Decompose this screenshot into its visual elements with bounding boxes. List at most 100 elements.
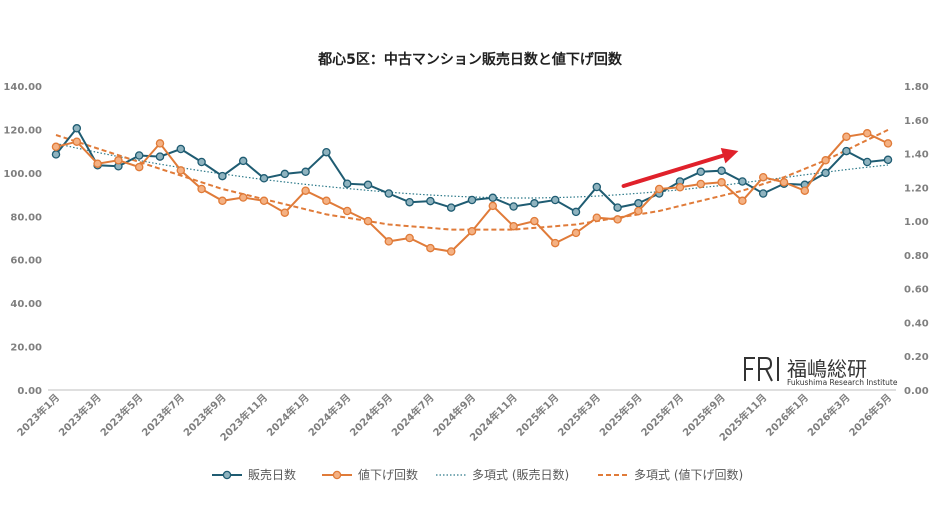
y-left-tick-label: 140.00 xyxy=(3,82,42,93)
data-point-reductions xyxy=(634,206,643,216)
data-point-days xyxy=(405,197,414,207)
data-point-days xyxy=(758,189,768,198)
legend-item: 販売日数 xyxy=(212,467,296,482)
fri-logo-mark xyxy=(744,357,779,382)
y-right-tick-label: 1.20 xyxy=(904,183,929,194)
data-point-days xyxy=(842,146,851,156)
x-tick-label: 2026年1月 xyxy=(763,391,811,439)
y-right-tick-label: 1.80 xyxy=(904,82,929,93)
data-point-days xyxy=(821,168,830,178)
data-point-reductions xyxy=(883,139,893,148)
fri-logo: 福嶋総研 Fukushima Research Institute xyxy=(744,357,898,387)
x-tick-label: 2023年7月 xyxy=(139,391,187,439)
data-point-days xyxy=(426,196,435,206)
legend-label: 販売日数 xyxy=(248,467,296,482)
data-point-days xyxy=(280,169,290,179)
data-point-reductions xyxy=(488,201,498,211)
data-point-reductions xyxy=(779,178,789,187)
legend-item: 値下げ回数 xyxy=(322,467,418,482)
x-axis: 2023年1月2023年3月2023年5月2023年7月2023年9月2023年… xyxy=(14,391,894,444)
x-tick-label: 2025年3月 xyxy=(555,391,603,439)
left-axis: 0.00 20.00 40.00 60.00 80.00 100.00 120.00 140.… xyxy=(3,82,42,397)
data-point-days xyxy=(738,177,747,186)
x-tick-label: 2023年9月 xyxy=(181,391,229,439)
data-point-reductions xyxy=(696,179,706,189)
y-right-tick-label: 0.60 xyxy=(904,285,929,296)
data-point-reductions xyxy=(134,162,144,172)
trend-arrow-annotation xyxy=(621,148,739,188)
data-point-days xyxy=(134,151,144,160)
x-tick-label: 2026年3月 xyxy=(805,391,853,439)
data-point-days xyxy=(259,174,269,183)
y-right-tick-label: 1.60 xyxy=(904,116,929,127)
data-point-days xyxy=(301,167,310,177)
data-point-days xyxy=(155,152,165,161)
data-point-days xyxy=(592,182,602,192)
data-point-reductions xyxy=(176,166,186,175)
x-tick-label: 2024年7月 xyxy=(389,391,437,439)
data-point-days xyxy=(197,157,206,167)
data-point-reductions xyxy=(446,247,456,256)
data-point-reductions xyxy=(238,193,248,202)
y-left-tick-label: 20.00 xyxy=(10,343,42,354)
x-tick-label: 2024年1月 xyxy=(264,391,312,439)
trendline-days xyxy=(55,142,889,199)
x-tick-label: 2023年1月 xyxy=(14,391,62,439)
logo-name: 福嶋総研 xyxy=(787,357,867,381)
data-point-days xyxy=(571,207,581,217)
legend-label: 多項式 (販売日数) xyxy=(472,467,569,482)
legend-label: 多項式 (値下げ回数) xyxy=(634,467,743,482)
data-point-days xyxy=(717,166,726,175)
data-point-reductions xyxy=(114,156,123,165)
data-point-reductions xyxy=(93,159,102,168)
data-point-reductions xyxy=(405,233,414,243)
x-tick-label: 2026年5月 xyxy=(846,391,894,439)
series-lines xyxy=(51,124,893,256)
data-point-reductions xyxy=(363,216,373,226)
data-point-days xyxy=(446,203,456,212)
data-point-reductions xyxy=(821,156,830,165)
data-point-days xyxy=(363,180,373,190)
data-point-reductions xyxy=(675,183,685,192)
data-point-reductions xyxy=(426,243,435,253)
legend-swatch-marker xyxy=(222,470,232,480)
data-point-days xyxy=(488,193,498,203)
data-point-reductions xyxy=(384,237,394,246)
data-point-reductions xyxy=(717,178,726,187)
data-point-reductions xyxy=(654,184,664,194)
data-point-reductions xyxy=(862,129,872,138)
data-point-days xyxy=(530,199,539,208)
data-point-reductions xyxy=(301,186,310,195)
data-point-reductions xyxy=(758,172,768,182)
data-point-reductions xyxy=(280,208,290,217)
data-point-reductions xyxy=(613,215,622,224)
data-point-reductions xyxy=(51,142,61,152)
legend-item: 多項式 (値下げ回数) xyxy=(598,467,743,482)
data-point-reductions xyxy=(155,139,165,148)
legend-label: 値下げ回数 xyxy=(358,467,418,482)
x-tick-label: 2025年1月 xyxy=(513,391,561,439)
data-point-reductions xyxy=(259,196,269,206)
y-right-tick-label: 0.00 xyxy=(904,386,929,397)
data-point-days xyxy=(51,150,61,159)
arrow-shaft xyxy=(621,152,731,188)
x-tick-label: 2024年5月 xyxy=(347,391,395,439)
data-point-days xyxy=(176,144,186,154)
x-tick-label: 2025年5月 xyxy=(597,391,645,439)
x-tick-label: 2023年5月 xyxy=(97,391,145,439)
data-point-reductions xyxy=(72,137,82,146)
y-left-tick-label: 120.00 xyxy=(3,125,42,136)
data-point-days xyxy=(550,195,560,205)
y-left-tick-label: 60.00 xyxy=(10,256,42,267)
data-point-days xyxy=(72,124,82,133)
data-point-reductions xyxy=(738,196,747,206)
data-point-days xyxy=(696,167,706,177)
x-tick-label: 2024年3月 xyxy=(305,391,353,439)
x-tick-label: 2025年9月 xyxy=(680,391,728,439)
x-tick-label: 2024年9月 xyxy=(430,391,478,439)
y-right-tick-label: 0.80 xyxy=(904,251,929,262)
data-point-reductions xyxy=(197,184,206,194)
data-point-days xyxy=(509,202,518,211)
data-point-reductions xyxy=(509,221,518,231)
